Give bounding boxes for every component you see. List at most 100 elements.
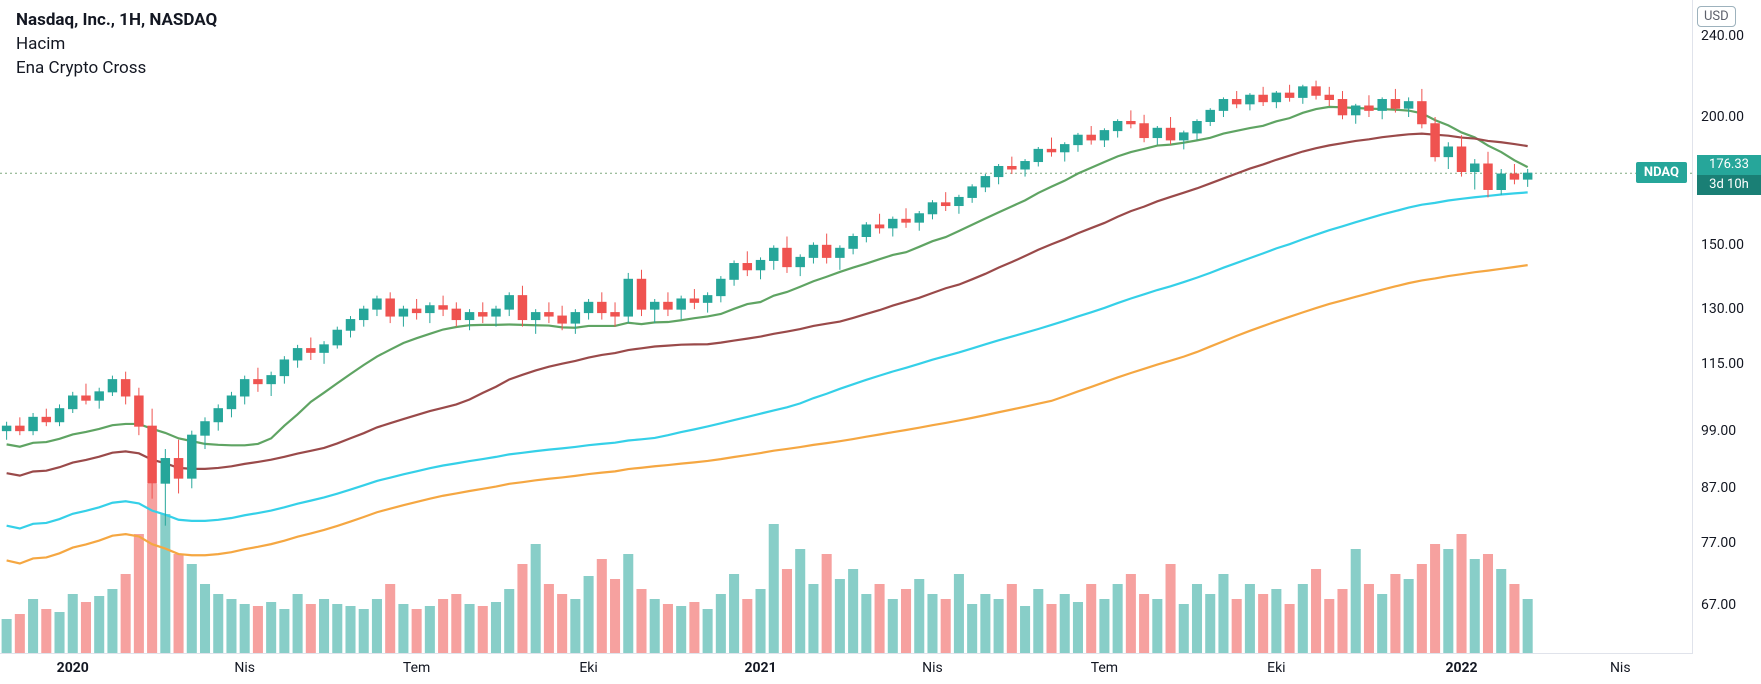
candle-body	[822, 245, 830, 257]
volume-bar	[703, 609, 713, 654]
y-tick: 77.00	[1701, 535, 1736, 551]
volume-bar	[425, 606, 435, 654]
volume-bar	[293, 594, 303, 654]
price-chart[interactable]	[0, 0, 1761, 684]
candle-body	[650, 302, 658, 309]
volume-bar	[253, 606, 263, 654]
candle-body	[505, 296, 513, 310]
candle-body	[981, 177, 989, 187]
volume-bar	[385, 584, 395, 654]
volume-bar	[478, 606, 488, 654]
candle-body	[1338, 100, 1346, 115]
candle-body	[598, 302, 606, 312]
currency-badge[interactable]: USD	[1697, 6, 1736, 27]
candle-body	[558, 316, 566, 323]
candle-body	[148, 426, 156, 483]
volume-bar	[1126, 574, 1136, 654]
volume-bar	[716, 594, 726, 654]
volume-bar	[1152, 599, 1162, 654]
candle-body	[1272, 93, 1280, 102]
volume-bar	[782, 569, 792, 654]
candle-body	[1378, 100, 1386, 111]
volume-bar	[689, 602, 699, 654]
volume-bar	[663, 604, 673, 654]
candle-body	[664, 302, 672, 309]
candle-body	[240, 380, 248, 396]
candle-body	[1444, 147, 1452, 157]
volume-bar	[345, 606, 355, 654]
x-axis[interactable]: 2020NisTemEki2021NisTemEki2022NisTem	[0, 653, 1693, 684]
candle-body	[1180, 133, 1188, 140]
candle-body	[1246, 95, 1254, 104]
volume-bar	[610, 579, 620, 654]
volume-bar	[1166, 564, 1176, 654]
volume-bar	[808, 584, 818, 654]
ma-line-ma2	[7, 134, 1528, 476]
volume-bar	[1483, 554, 1493, 654]
volume-bar	[742, 599, 752, 654]
volume-bars	[2, 484, 1533, 654]
x-tick: Nis	[234, 660, 255, 676]
candle-body	[1457, 147, 1465, 172]
volume-bar	[398, 604, 408, 654]
volume-bar	[901, 589, 911, 654]
candle-body	[267, 376, 275, 384]
candle-body	[1497, 174, 1505, 189]
candle-body	[188, 435, 196, 478]
volume-bar	[465, 604, 475, 654]
candle-body	[399, 309, 407, 316]
x-tick: 2021	[744, 660, 776, 676]
candle-body	[1299, 87, 1307, 98]
candle-body	[108, 380, 116, 392]
candle-body	[584, 302, 592, 312]
volume-bar	[41, 609, 51, 654]
x-tick: Eki	[579, 660, 597, 676]
candle-body	[1113, 121, 1121, 130]
y-tick: 99.00	[1701, 423, 1736, 439]
volume-bar	[1430, 544, 1440, 654]
chart-title: Nasdaq, Inc., 1H, NASDAQ	[16, 8, 217, 32]
y-axis[interactable]: USD 240.00200.00150.00130.00115.0099.008…	[1692, 0, 1761, 684]
volume-bar	[597, 559, 607, 654]
volume-bar	[1311, 569, 1321, 654]
volume-bar	[1364, 584, 1374, 654]
last-price-tag[interactable]: 176.33 3d 10h	[1697, 155, 1761, 195]
candle-body	[95, 392, 103, 400]
candle-body	[320, 345, 328, 352]
candle-body	[346, 320, 354, 331]
volume-bar	[1179, 604, 1189, 654]
y-tick: 115.00	[1701, 356, 1744, 372]
candle-body	[1484, 164, 1492, 189]
volume-bar	[1298, 584, 1308, 654]
candle-body	[796, 257, 804, 266]
volume-bar	[1033, 589, 1043, 654]
candle-body	[2, 426, 10, 430]
candle-body	[1074, 135, 1082, 144]
volume-bar	[1046, 604, 1056, 654]
candle-body	[1219, 100, 1227, 111]
chart-header: Nasdaq, Inc., 1H, NASDAQ Hacim Ena Crypt…	[16, 8, 217, 80]
candle-body	[1206, 110, 1214, 121]
volume-bar	[994, 599, 1004, 654]
candle-body	[743, 264, 751, 270]
volume-bar	[676, 606, 686, 654]
candle-body	[968, 187, 976, 198]
candle-body	[307, 349, 315, 353]
volume-bar	[1020, 606, 1030, 654]
candle-body	[1193, 121, 1201, 132]
candle-body	[690, 299, 698, 302]
volume-bar	[2, 619, 12, 654]
candle-body	[941, 203, 949, 206]
volume-bar	[1390, 574, 1400, 654]
candle-body	[783, 248, 791, 266]
volume-bar	[438, 599, 448, 654]
candle-body	[862, 225, 870, 237]
y-tick: 240.00	[1701, 28, 1744, 44]
moving-averages	[7, 107, 1528, 564]
candle-body	[1166, 128, 1174, 140]
volume-bar	[1404, 579, 1414, 654]
volume-bar	[875, 584, 885, 654]
volume-bar	[28, 599, 38, 654]
ticker-badge[interactable]: NDAQ	[1636, 162, 1687, 183]
candle-body	[121, 380, 129, 396]
